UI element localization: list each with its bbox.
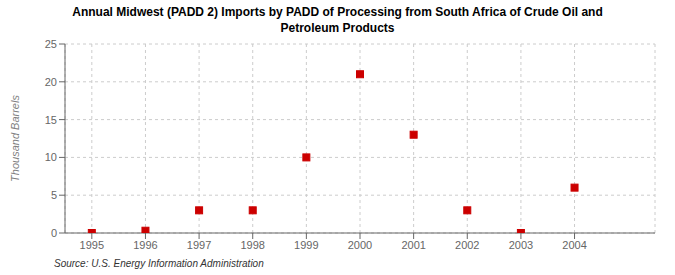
html-text:Source: U.S. Energy Informatio: Source: U.S. Energy Information Administ… [54,258,264,269]
svg-text:1996: 1996 [133,239,157,251]
svg-text:2003: 2003 [509,239,533,251]
svg-text:1998: 1998 [240,239,264,251]
svg-text:1995: 1995 [80,239,104,251]
svg-text:Thousand Barrels: Thousand Barrels [9,95,21,182]
svg-text:5: 5 [51,189,57,201]
svg-text:2004: 2004 [562,239,586,251]
svg-text:15: 15 [45,114,57,126]
svg-text:1999: 1999 [294,239,318,251]
svg-text:20: 20 [45,76,57,88]
svg-text:2000: 2000 [348,239,372,251]
svg-text:10: 10 [45,151,57,163]
svg-text:0: 0 [51,227,57,239]
svg-text:2002: 2002 [455,239,479,251]
svg-text:2001: 2001 [401,239,425,251]
html-text:Petroleum Products: Petroleum Products [280,21,395,35]
html-text:Annual Midwest (PADD 2) Import: Annual Midwest (PADD 2) Imports by PADD … [72,5,603,19]
svg-text:25: 25 [45,38,57,50]
svg-text:1997: 1997 [187,239,211,251]
